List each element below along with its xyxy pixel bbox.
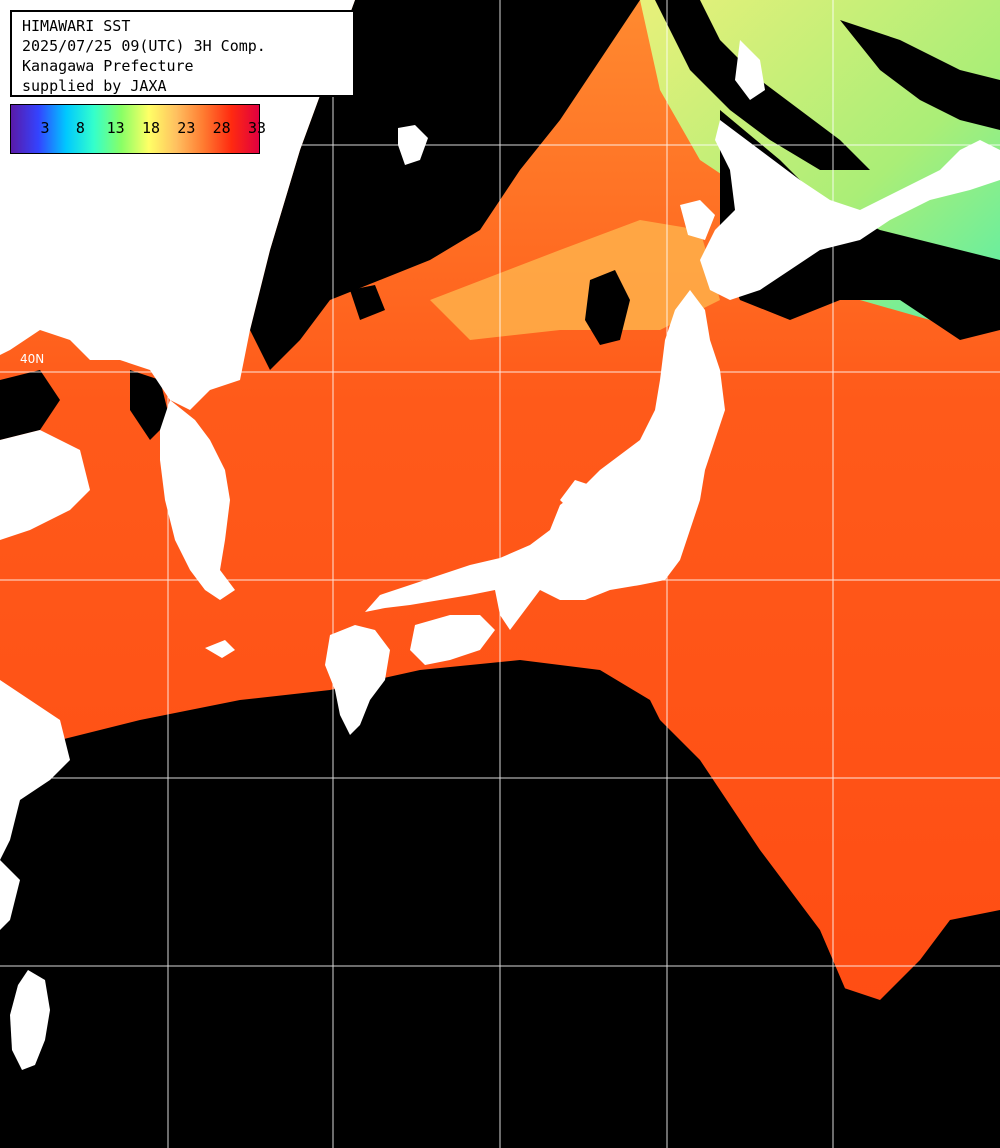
grid-label-30n: 30N (20, 760, 45, 774)
sea-of-japan-cool-band (430, 220, 720, 340)
legend-ticks: 3 8 13 18 23 28 33 (11, 105, 266, 153)
legend-tick-label: 13 (106, 119, 125, 137)
legend-tick-label: 33 (247, 119, 267, 137)
legend-tick-label: 18 (141, 119, 161, 137)
legend-tick-label: 23 (177, 119, 196, 137)
map-datetime: 2025/07/25 09(UTC) 3H Comp. (22, 37, 266, 55)
color-scale-legend: 3 8 13 18 23 28 33 (10, 104, 266, 154)
legend-tick-label: 3 (40, 119, 50, 137)
grid-label-40n: 40N (20, 352, 45, 366)
map-region: Kanagawa Prefecture (22, 57, 194, 75)
legend-tick-label: 8 (75, 119, 85, 137)
map-credit: supplied by JAXA (22, 77, 167, 95)
land (0, 0, 1000, 1070)
map-title: HIMAWARI SST (22, 17, 131, 35)
map-info-box: HIMAWARI SST 2025/07/25 09(UTC) 3H Comp.… (10, 10, 355, 97)
legend-tick-label: 28 (212, 119, 231, 137)
